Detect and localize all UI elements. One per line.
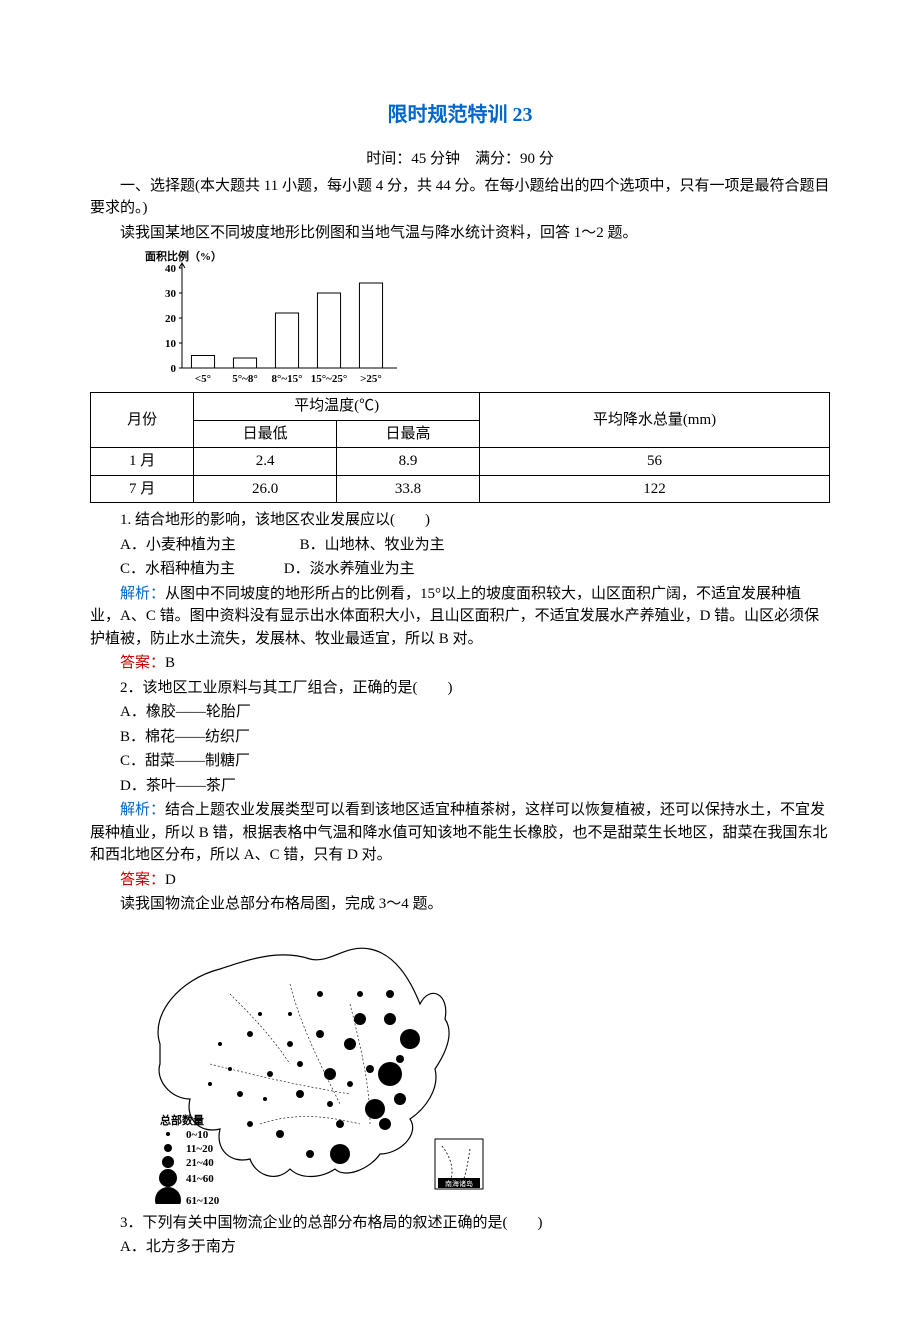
svg-text:61~120: 61~120 bbox=[186, 1195, 220, 1204]
logistics-map: 南海诸岛 总部数量 0~10 11~20 21~40 41~60 61~120 bbox=[90, 924, 830, 1204]
table-row: 1 月 2.4 8.9 56 bbox=[91, 448, 830, 476]
analysis-text: 结合上题农业发展类型可以看到该地区适宜种植茶树，这样可以恢复植被，还可以保持水土… bbox=[90, 802, 828, 863]
svg-text:<5°: <5° bbox=[195, 373, 211, 385]
cell-precip: 56 bbox=[479, 448, 829, 476]
q2-opt-d: D．茶叶——茶厂 bbox=[90, 775, 830, 798]
svg-text:0: 0 bbox=[171, 363, 177, 375]
q1-opt-c: C．水稻种植为主 bbox=[120, 561, 235, 577]
svg-text:8°~15°: 8°~15° bbox=[271, 373, 302, 385]
svg-text:15°~25°: 15°~25° bbox=[311, 373, 348, 385]
cell-precip: 122 bbox=[479, 475, 829, 503]
q1-stem: 1. 结合地形的影响，该地区农业发展应以( ) bbox=[90, 509, 830, 532]
analysis-label: 解析： bbox=[120, 586, 165, 602]
svg-text:20: 20 bbox=[165, 313, 177, 325]
q1-options-cd: C．水稻种植为主 D．淡水养殖业为主 bbox=[90, 558, 830, 581]
svg-text:21~40: 21~40 bbox=[186, 1157, 214, 1169]
svg-text:面积比例（%）: 面积比例（%） bbox=[145, 249, 222, 263]
q1-answer: 答案：B bbox=[90, 652, 830, 675]
cell-min: 2.4 bbox=[194, 448, 337, 476]
svg-text:40: 40 bbox=[165, 263, 177, 275]
q1-analysis: 解析：从图中不同坡度的地形所占的比例看，15°以上的坡度面积较大，山区面积广阔，… bbox=[90, 583, 830, 651]
cell-max: 8.9 bbox=[337, 448, 480, 476]
svg-text:总部数量: 总部数量 bbox=[160, 1113, 204, 1127]
svg-text:0~10: 0~10 bbox=[186, 1129, 209, 1141]
answer-text: D bbox=[165, 872, 176, 888]
cell-min: 26.0 bbox=[194, 475, 337, 503]
q3-stem: 3．下列有关中国物流企业的总部分布格局的叙述正确的是( ) bbox=[90, 1212, 830, 1235]
cell-month: 7 月 bbox=[91, 475, 194, 503]
exam-info: 时间：45 分钟 满分：90 分 bbox=[90, 148, 830, 171]
th-min: 日最低 bbox=[194, 420, 337, 448]
svg-text:>25°: >25° bbox=[360, 373, 382, 385]
section-1-intro: 一、选择题(本大题共 11 小题，每小题 4 分，共 44 分。在每小题给出的四… bbox=[90, 175, 830, 220]
svg-text:11~20: 11~20 bbox=[186, 1143, 214, 1155]
q2-answer: 答案：D bbox=[90, 869, 830, 892]
analysis-label: 解析： bbox=[120, 802, 165, 818]
svg-text:10: 10 bbox=[165, 338, 177, 350]
q12-intro: 读我国某地区不同坡度地形比例图和当地气温与降水统计资料，回答 1～2 题。 bbox=[90, 222, 830, 245]
slope-bar-chart: 面积比例（%） 0 10 20 30 40 <5° 5°~8° 8°~15° 15°~25° >25… bbox=[140, 248, 830, 388]
answer-label: 答案： bbox=[120, 872, 165, 888]
th-avg-temp: 平均温度(℃) bbox=[194, 393, 480, 421]
th-max: 日最高 bbox=[337, 420, 480, 448]
q3-opt-a: A．北方多于南方 bbox=[90, 1236, 830, 1259]
q1-opt-a: A．小麦种植为主 bbox=[120, 537, 236, 553]
analysis-text: 从图中不同坡度的地形所占的比例看，15°以上的坡度面积较大，山区面积广阔，不适宜… bbox=[90, 586, 819, 647]
q2-stem: 2．该地区工业原料与其工厂组合，正确的是( ) bbox=[90, 677, 830, 700]
q1-opt-d: D．淡水养殖业为主 bbox=[284, 561, 415, 577]
svg-text:5°~8°: 5°~8° bbox=[232, 373, 258, 385]
svg-text:南海诸岛: 南海诸岛 bbox=[445, 1179, 473, 1188]
th-precip: 平均降水总量(mm) bbox=[479, 393, 829, 448]
q2-opt-b: B．棉花——纺织厂 bbox=[90, 726, 830, 749]
q2-analysis: 解析：结合上题农业发展类型可以看到该地区适宜种植茶树，这样可以恢复植被，还可以保… bbox=[90, 799, 830, 867]
svg-text:30: 30 bbox=[165, 288, 177, 300]
q34-intro: 读我国物流企业总部分布格局图，完成 3～4 题。 bbox=[90, 893, 830, 916]
page-title: 限时规范特训 23 bbox=[90, 100, 830, 130]
svg-text:41~60: 41~60 bbox=[186, 1173, 214, 1185]
q1-opt-b: B．山地林、牧业为主 bbox=[300, 537, 445, 553]
q1-options-ab: A．小麦种植为主 B．山地林、牧业为主 bbox=[90, 534, 830, 557]
climate-table: 月份 平均温度(℃) 平均降水总量(mm) 日最低 日最高 1 月 2.4 8.… bbox=[90, 392, 830, 503]
q2-opt-c: C．甜菜——制糖厂 bbox=[90, 750, 830, 773]
cell-max: 33.8 bbox=[337, 475, 480, 503]
cell-month: 1 月 bbox=[91, 448, 194, 476]
q2-opt-a: A．橡胶——轮胎厂 bbox=[90, 701, 830, 724]
answer-label: 答案： bbox=[120, 655, 165, 671]
table-row: 7 月 26.0 33.8 122 bbox=[91, 475, 830, 503]
th-month: 月份 bbox=[91, 393, 194, 448]
answer-text: B bbox=[165, 655, 175, 671]
